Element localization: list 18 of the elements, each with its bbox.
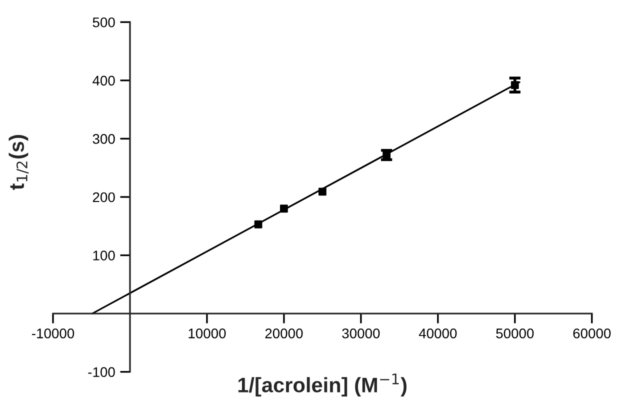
x-tick-label: 10000 (188, 328, 226, 338)
y-tick-label: -100 (88, 367, 115, 378)
x-tick-label: 50000 (496, 328, 534, 338)
x-tick-label: 60000 (573, 328, 611, 338)
point (318, 188, 326, 196)
x-axis-title: 1/[acrolein] (M$^{−1}$) (238, 374, 407, 397)
y-tick-label: 200 (92, 192, 115, 202)
point (254, 220, 262, 228)
x-tick-label: -10000 (32, 328, 74, 338)
x-tick-label: 40000 (418, 328, 457, 338)
x-tick-label: 30000 (342, 328, 380, 338)
y-axis-title: t$_{1/2}$(s) (8, 135, 29, 190)
y-tick-label: 500 (92, 17, 115, 28)
y-tick-label: 400 (92, 76, 115, 86)
point (280, 204, 288, 213)
x-tick-label: 20000 (265, 328, 303, 338)
y-tick-label: 100 (93, 250, 115, 260)
y-tick-label: 300 (92, 134, 115, 144)
